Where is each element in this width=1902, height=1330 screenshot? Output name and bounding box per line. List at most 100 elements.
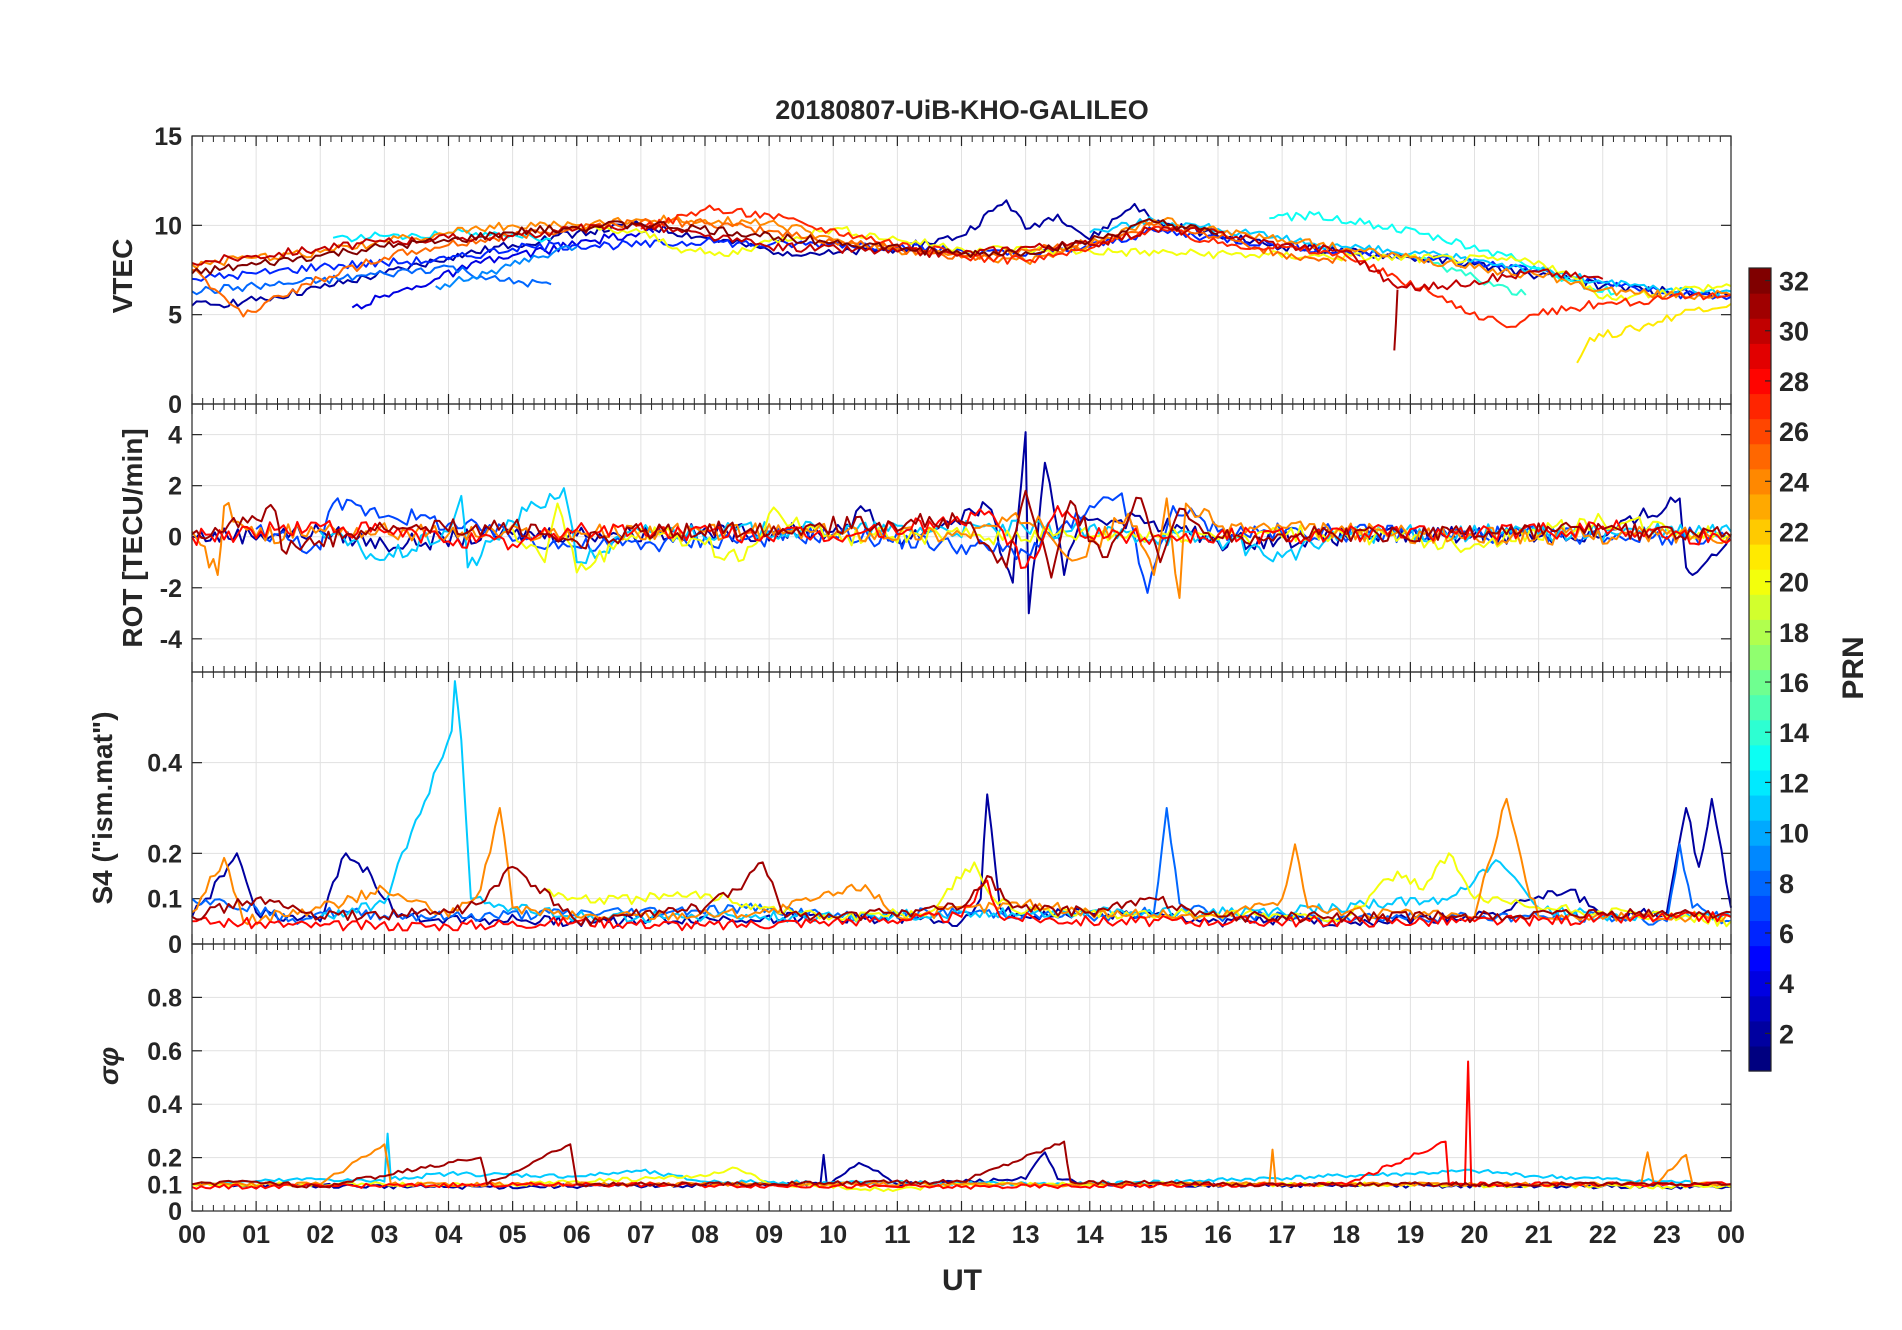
x-tick-label: 07: [627, 1221, 655, 1249]
series-prn-11: [1089, 216, 1732, 297]
colorbar-tick-label: 6: [1779, 919, 1794, 949]
panel-sigma-phi: 00.10.2 0.4 0.6 0.8: [147, 943, 1732, 1226]
y-tick-label: 0: [168, 1198, 182, 1226]
x-tick-label: 08: [691, 1221, 719, 1249]
colorbar-segment: [1749, 569, 1771, 595]
series-prn-13: [1269, 210, 1616, 296]
x-tick-label: 14: [1076, 1221, 1104, 1249]
ylabel-rot: ROT [TECU/min]: [117, 428, 148, 647]
colorbar-segment: [1749, 769, 1771, 796]
colorbar-segment: [1749, 493, 1771, 520]
y-tick-label: 0: [168, 931, 182, 959]
series-prn-30: [191, 222, 1604, 292]
x-tick-label: 06: [563, 1221, 591, 1249]
x-tick-label: 15: [1140, 1221, 1168, 1249]
y-tick-label: 0.4: [147, 750, 182, 778]
colorbar-segment: [1749, 920, 1771, 947]
x-tick-label: 13: [1012, 1221, 1040, 1249]
x-tick-label: 04: [435, 1221, 463, 1249]
x-tick-label: 10: [819, 1221, 847, 1249]
y-tick-label: 0: [168, 391, 182, 419]
series-prn-8: [191, 264, 552, 296]
colorbar-segment: [1749, 343, 1771, 369]
colorbar-segment: [1749, 443, 1771, 470]
colorbar-tick-label: 18: [1779, 618, 1809, 648]
x-tick-label: 02: [306, 1221, 334, 1249]
colorbar-segment: [1749, 945, 1771, 972]
colorbar-segment: [1749, 318, 1771, 344]
colorbar-segment: [1749, 719, 1771, 746]
y-tick-label: 5: [168, 302, 182, 330]
y-tick-label: 4: [168, 422, 182, 450]
series-prn-31: [191, 489, 1732, 579]
colorbar-tick-label: 14: [1779, 718, 1809, 748]
x-tick-label: 22: [1589, 1221, 1617, 1249]
colorbar-segment: [1749, 468, 1771, 495]
colorbar-tick-label: 22: [1779, 517, 1809, 547]
colorbar-tick-label: 8: [1779, 869, 1794, 899]
y-tick-label: -2: [160, 575, 182, 603]
colorbar-tick-label: 26: [1779, 417, 1809, 447]
y-tick-label: 0.1: [147, 886, 182, 914]
series-prn-28: [191, 505, 1732, 569]
x-tick-label: 00: [1717, 1221, 1745, 1249]
colorbar-segment: [1749, 544, 1771, 570]
y-tick-label: 10: [154, 212, 182, 240]
series-prn-20: [544, 852, 1732, 928]
x-tick-label: 23: [1653, 1221, 1681, 1249]
colorbar-segment: [1749, 794, 1771, 821]
colorbar-frame: [1748, 267, 1772, 1072]
colorbar-segment: [1749, 368, 1771, 395]
colorbar-segment: [1749, 694, 1771, 721]
colorbar-segment: [1749, 845, 1771, 871]
y-tick-label: 0: [168, 524, 182, 552]
panel-rot: -4 -2 0 2 4: [160, 403, 1732, 673]
colorbar-segment: [1749, 744, 1771, 771]
colorbar: 32 30 28 26 24 22 20 18 16 14 12 10 8 6 4 2: [1748, 267, 1809, 1072]
panel-s4: 0 0.1 0.2 0.4: [147, 671, 1732, 959]
y-tick-label: 15: [154, 123, 182, 151]
x-axis-label: UT: [942, 1264, 982, 1297]
colorbar-segment: [1749, 594, 1771, 620]
x-tick-label: 05: [499, 1221, 527, 1249]
x-tick-label: 01: [242, 1221, 270, 1249]
y-tick-label: 0.2: [147, 1145, 182, 1173]
colorbar-segment: [1749, 644, 1771, 671]
colorbar-segment: [1749, 1020, 1771, 1047]
colorbar-tick-label: 30: [1779, 317, 1809, 347]
colorbar-segment: [1749, 293, 1771, 319]
y-tick-label: 0.8: [147, 984, 182, 1012]
colorbar-tick-label: 16: [1779, 668, 1809, 698]
x-tick-label: 11: [884, 1221, 911, 1249]
colorbar-segment: [1749, 619, 1771, 646]
colorbar-segment: [1749, 1045, 1771, 1072]
ylabel-sigma-phi: σφ: [93, 1047, 124, 1085]
colorbar-segment: [1749, 895, 1771, 922]
colorbar-tick-label: 32: [1779, 267, 1809, 297]
series-prn-31: [1393, 289, 1399, 351]
chart-title: 20180807-UiB-KHO-GALILEO: [775, 95, 1149, 125]
x-tick-label: 03: [370, 1221, 398, 1249]
x-tick-label: 16: [1204, 1221, 1232, 1249]
colorbar-segment: [1749, 995, 1771, 1022]
y-tick-label: -4: [160, 626, 182, 654]
series-prn-6: [191, 226, 1732, 301]
x-tick-label: 21: [1525, 1221, 1553, 1249]
colorbar-tick-label: 10: [1779, 819, 1809, 849]
x-tick-label: 09: [755, 1221, 783, 1249]
ylabel-s4: S4 ("ism.mat"): [87, 711, 118, 904]
x-tick-label: 20: [1461, 1221, 1489, 1249]
series-prn-32: [191, 218, 1219, 275]
colorbar-tick-label: 12: [1779, 768, 1809, 798]
y-tick-label: 2: [168, 473, 182, 501]
panel-vtec: 0 5 10 15: [154, 123, 1732, 419]
y-tick-label: 0.6: [147, 1038, 182, 1066]
colorbar-tick-label: 4: [1779, 969, 1794, 999]
series-prn-20: [576, 225, 1732, 302]
series-prn-28: [191, 879, 1732, 932]
x-tick-label: 17: [1268, 1221, 1296, 1249]
colorbar-segment: [1749, 870, 1771, 896]
colorbar-segment: [1749, 820, 1771, 846]
x-tick-label: 18: [1332, 1221, 1360, 1249]
